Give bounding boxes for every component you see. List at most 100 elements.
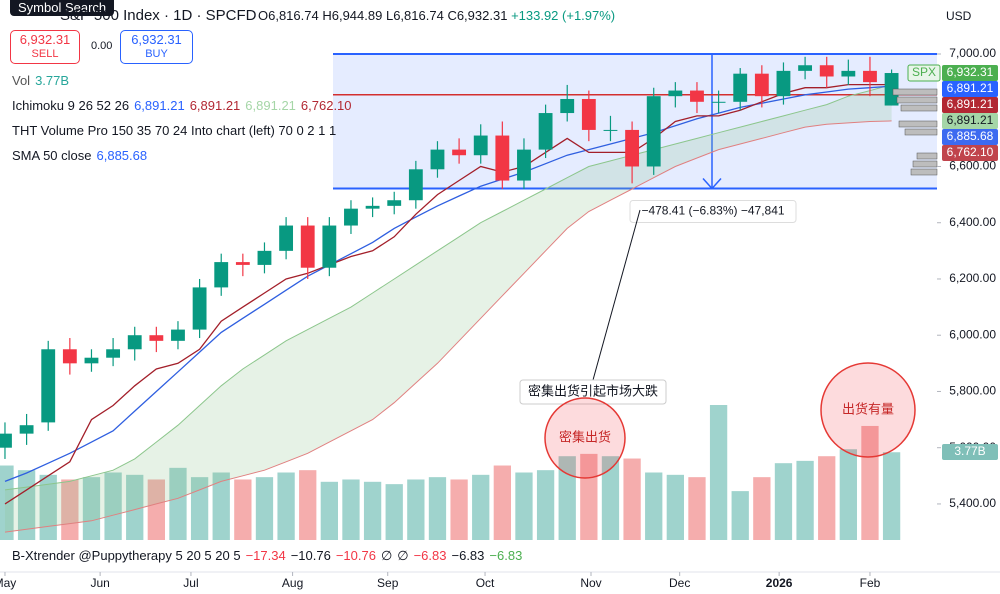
volume-bar <box>61 479 79 540</box>
candle-body <box>62 349 77 364</box>
range-label-bg <box>629 200 797 224</box>
volume-bar <box>558 456 576 540</box>
annotation-circle <box>820 362 916 458</box>
oscillator-legend: B-Xtrender @Puppytherapy 5 20 5 20 5 −17.… <box>12 548 527 564</box>
volume-bar <box>126 474 144 540</box>
candle-body <box>344 208 358 226</box>
candle-body <box>625 129 640 167</box>
indicator-value: 3.77B <box>35 73 70 88</box>
x-tick-label: Jun <box>90 576 109 590</box>
range-arrow-head <box>702 178 722 190</box>
span-a <box>4 84 892 491</box>
candle-body <box>300 225 315 268</box>
volume-bar <box>818 456 836 540</box>
indicator-name: THT Volume Pro 150 35 70 24 Into chart (… <box>12 123 337 138</box>
candle-body <box>41 349 56 423</box>
volume-bar <box>709 405 728 540</box>
annotation: 出货有量 <box>842 401 894 416</box>
change: +133.92 (+1.97%) <box>511 8 616 23</box>
volume-bar <box>342 479 360 540</box>
volume-bar <box>147 479 165 540</box>
price-badge <box>942 81 998 97</box>
indicator-line <box>4 83 892 505</box>
volume-bar <box>277 472 295 540</box>
y-tick-label: 6,600.00 <box>949 159 996 173</box>
candle-body <box>560 98 575 114</box>
volume-bar <box>861 425 879 540</box>
annotation-pointer <box>592 209 641 381</box>
candle-body <box>452 149 467 156</box>
candle-body <box>19 425 34 434</box>
volume-bar <box>515 472 533 540</box>
candle-body <box>279 225 294 251</box>
low: L6,816.74 <box>385 8 444 23</box>
candle-body <box>711 101 726 103</box>
ichimoku-cloud <box>5 84 892 533</box>
volume-bar <box>666 474 684 540</box>
spread: 0.00 <box>91 40 113 52</box>
price-badge-value: 6,762.10 <box>947 145 994 159</box>
volume-bar <box>190 477 209 540</box>
volume-bar <box>299 470 317 540</box>
candle-body <box>430 149 445 170</box>
volume-bar <box>255 477 274 540</box>
volume-bar <box>104 472 122 540</box>
indicator-value: 6,885.68 <box>96 148 148 163</box>
candle-body <box>106 349 121 358</box>
x-tick-label: Aug <box>282 576 303 590</box>
volume-profile <box>900 104 938 112</box>
y-tick-label: 6,200.00 <box>949 271 996 285</box>
candle-body <box>798 65 813 71</box>
volume-bar <box>320 481 338 540</box>
volume-bar <box>82 477 101 540</box>
indicator-row: SMA 50 close 6,885.68 <box>12 143 357 168</box>
sell-label: SELL <box>31 48 59 60</box>
currency[interactable]: USD <box>946 9 972 23</box>
buy-button[interactable]: 6,932.31 BUY <box>120 30 193 64</box>
indicator-line <box>4 85 892 483</box>
high: H6,944.89 <box>322 8 383 23</box>
x-tick-label: Jul <box>183 576 198 590</box>
price-badge <box>942 145 998 161</box>
y-tick-label: 5,800.00 <box>949 384 996 398</box>
open: O6,816.74 <box>258 8 319 23</box>
candle-body <box>473 135 488 156</box>
oscillator-value: ∅ <box>380 548 393 563</box>
sell-button[interactable]: 6,932.31 SELL <box>10 30 80 64</box>
candle-body <box>127 335 142 350</box>
oscillator-value: ∅ <box>397 548 409 563</box>
candle-body <box>581 98 596 130</box>
oscillator-name: B-Xtrender @Puppytherapy 5 20 5 20 5 <box>12 548 241 563</box>
candle-body <box>668 90 683 97</box>
volume-bar <box>450 479 468 540</box>
candle-body <box>646 96 661 167</box>
volume-bar <box>363 481 382 540</box>
volume-bar <box>645 472 663 540</box>
volume-profile <box>896 96 938 104</box>
indicator-value: 6,891.21 <box>245 98 296 113</box>
annotation: 密集出货引起市场大跌 <box>528 383 658 398</box>
volume-bar <box>796 460 814 540</box>
oscillator-value: −17.34 <box>245 548 286 563</box>
oscillator-value: −6.83 <box>413 548 447 563</box>
symbol[interactable]: S&P 500 Index · 1D · SPCFD <box>60 7 257 24</box>
range-label: −478.41 (−6.83%) −47,841 <box>641 204 784 218</box>
indicator-row: THT Volume Pro 150 35 70 24 Into chart (… <box>12 118 357 143</box>
ohlc: O6,816.74 H6,944.89 L6,816.74 C6,932.31 … <box>258 8 615 23</box>
indicator-name: Ichimoku 9 26 52 26 <box>12 98 130 113</box>
indicator-value: 6,891.21 <box>189 98 241 113</box>
price-badge <box>942 97 998 113</box>
span-b <box>4 120 892 533</box>
y-tick-label: 6,400.00 <box>949 215 996 229</box>
candle-body <box>0 433 12 448</box>
volume-bar <box>234 479 252 540</box>
candle-body <box>819 65 834 77</box>
volume-bar <box>536 470 555 540</box>
annotation: 密集出货 <box>559 429 611 444</box>
candle-body <box>517 149 531 181</box>
indicator-row: Vol 3.77B <box>12 68 357 93</box>
x-tick-label: Sep <box>377 576 399 590</box>
volume-profile <box>892 88 938 96</box>
volume-profile <box>904 128 938 136</box>
